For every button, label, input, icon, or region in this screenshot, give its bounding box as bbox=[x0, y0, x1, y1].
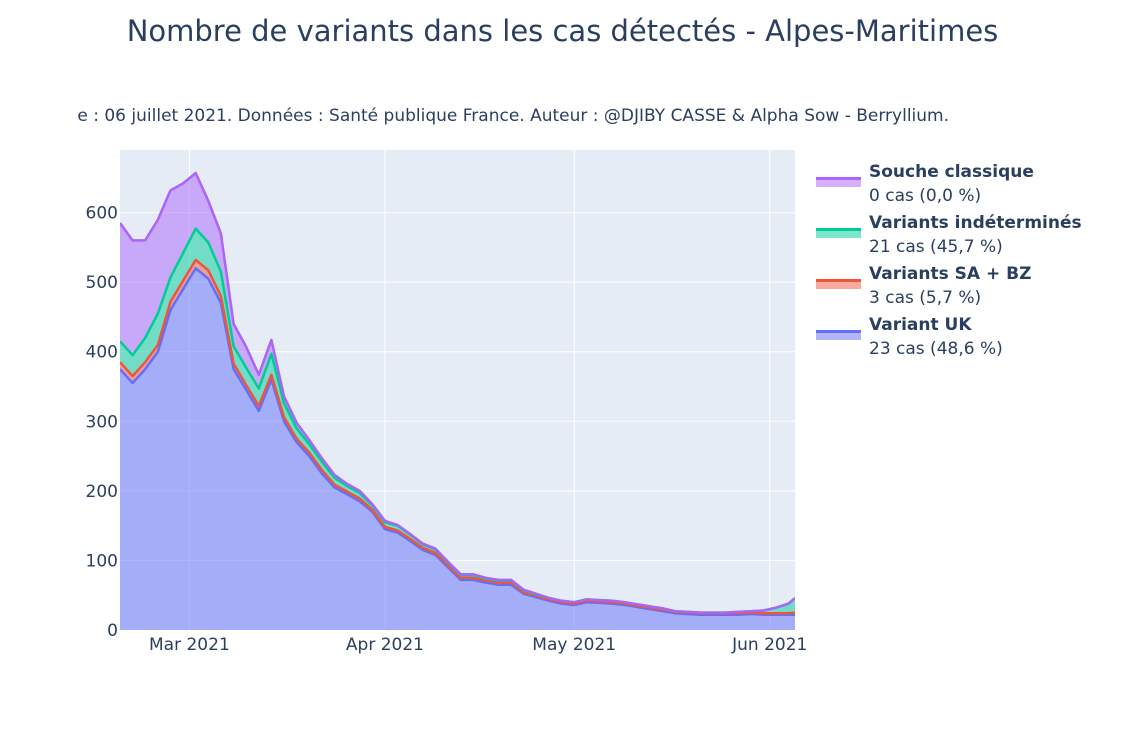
line-3 bbox=[120, 171, 795, 614]
legend-text: Souche classique 0 cas (0,0 %) bbox=[869, 160, 1034, 208]
legend-series-value: 21 cas (45,7 %) bbox=[869, 237, 1003, 257]
y-tick-label-300: 300 bbox=[86, 412, 118, 432]
area-3 bbox=[120, 173, 795, 613]
y-tick-label-600: 600 bbox=[86, 204, 118, 224]
legend-text: Variants indéterminés 21 cas (45,7 %) bbox=[869, 211, 1082, 259]
y-axis-ticks: 0 100 200 300 400 500 600 bbox=[86, 204, 118, 641]
series-areas bbox=[120, 173, 795, 630]
y-tick-label-0: 0 bbox=[107, 621, 118, 641]
legend-swatch bbox=[816, 228, 861, 238]
legend-series-name: Variants SA + BZ bbox=[869, 264, 1032, 284]
x-tick-label-0: Mar 2021 bbox=[149, 635, 230, 655]
y-tick-label-400: 400 bbox=[86, 343, 118, 363]
chart-title: Nombre de variants dans les cas détectés… bbox=[126, 14, 999, 48]
line-0 bbox=[120, 267, 795, 616]
y-tick-label-500: 500 bbox=[86, 273, 118, 293]
y-tick-label-200: 200 bbox=[86, 482, 118, 502]
y-tick-label-100: 100 bbox=[86, 551, 118, 571]
x-tick-label-1: Apr 2021 bbox=[346, 635, 424, 655]
chart-subtitle: e : 06 juillet 2021. Données : Santé pub… bbox=[77, 106, 949, 126]
legend-swatch bbox=[816, 330, 861, 340]
legend-swatch bbox=[816, 279, 861, 289]
series-lines bbox=[120, 171, 795, 616]
x-tick-label-3: Jun 2021 bbox=[731, 635, 807, 655]
legend-series-value: 23 cas (48,6 %) bbox=[869, 339, 1003, 359]
legend-swatch bbox=[816, 177, 861, 187]
legend-series-name: Variant UK bbox=[869, 315, 972, 335]
area-0 bbox=[120, 268, 795, 630]
legend-text: Variant UK 23 cas (48,6 %) bbox=[869, 313, 1003, 361]
legend-series-name: Souche classique bbox=[869, 162, 1034, 182]
legend-text: Variants SA + BZ 3 cas (5,7 %) bbox=[869, 262, 1031, 310]
x-axis-ticks: Mar 2021 Apr 2021 May 2021 Jun 2021 bbox=[149, 635, 807, 655]
x-tick-label-2: May 2021 bbox=[532, 635, 616, 655]
legend-series-value: 0 cas (0,0 %) bbox=[869, 186, 982, 206]
legend-series-value: 3 cas (5,7 %) bbox=[869, 288, 982, 308]
area-2 bbox=[120, 228, 795, 614]
legend-series-name: Variants indéterminés bbox=[869, 213, 1082, 233]
